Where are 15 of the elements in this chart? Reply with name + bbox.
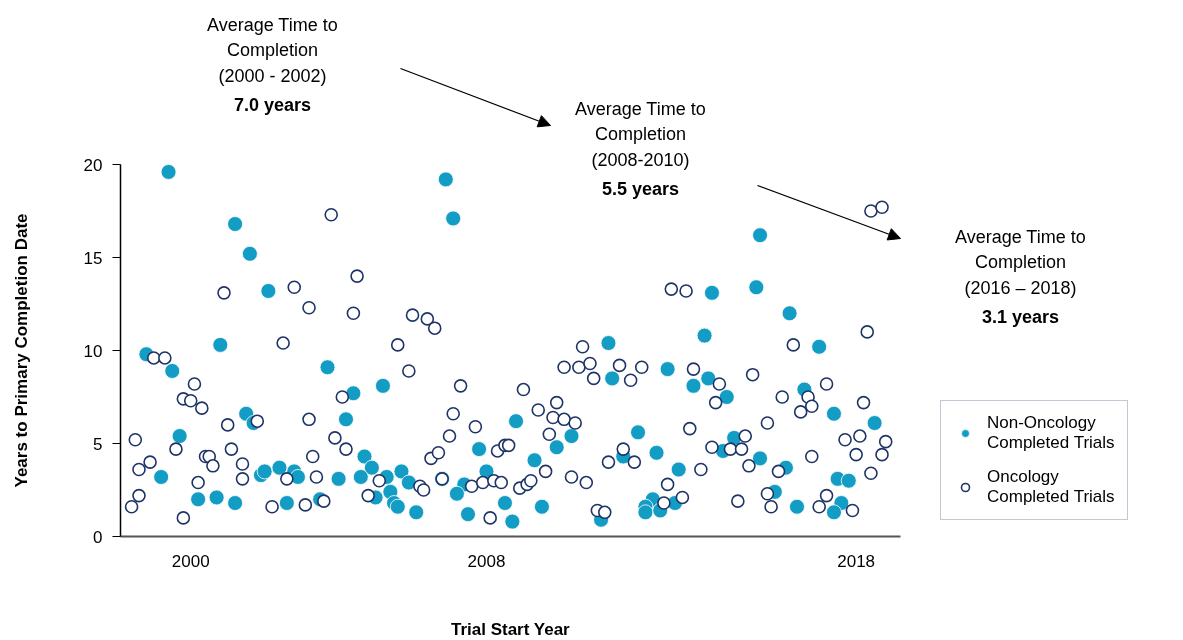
x-tick-label: 2008: [467, 551, 506, 571]
y-tick-label: 15: [83, 248, 103, 268]
annotation: Average Time to Completion (2008-2010) 5.5 years: [574, 98, 706, 199]
y-tick-label: 20: [83, 155, 103, 175]
text: Average Time to Completion (2000 - 2002) 7.0 years: [206, 14, 338, 115]
y-tick-label: 0: [93, 527, 103, 547]
text: Average Time to Completion (2016 – 2018) 3.1 years: [954, 226, 1086, 327]
x-axis-title: Trial Start Year: [450, 619, 571, 639]
y-axis-title: Years to Primary Completion Date: [11, 213, 31, 488]
x-tick-label: 2018: [837, 551, 876, 571]
legend-label: Oncology Completed Trials: [987, 467, 1115, 507]
legend-label: Non-Oncology Completed Trials: [987, 413, 1115, 453]
y-tick-label: 5: [93, 434, 103, 454]
y-tick-label: 10: [83, 341, 103, 361]
x-tick-label: 2000: [171, 551, 210, 571]
